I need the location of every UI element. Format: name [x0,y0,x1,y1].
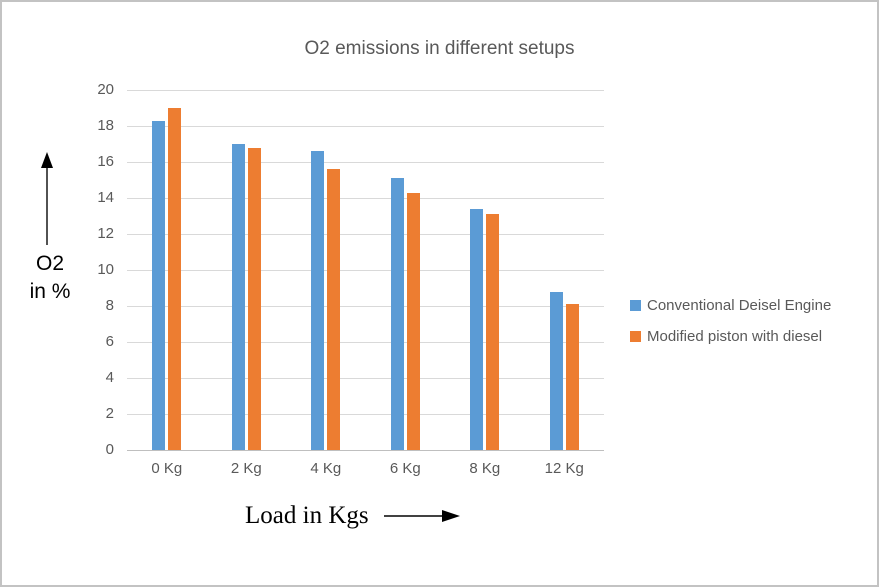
y-tick-label: 16 [97,153,114,170]
chart-title: O2 emissions in different setups [304,38,575,59]
y-tick-label: 20 [97,81,114,98]
y-axis-label-line2: in % [29,280,71,303]
legend-item: Conventional Deisel Engine [630,297,831,314]
y-tick-label: 0 [105,441,114,458]
y-tick-label: 6 [105,333,114,350]
gridline [127,414,604,415]
gridline [127,162,604,163]
y-tick-label: 12 [97,225,114,242]
x-tick-label: 12 Kg [544,460,584,477]
y-axis-label: O2 in % [20,250,80,306]
x-axis-line [127,450,604,451]
plot-area [127,90,604,451]
legend-swatch-modified [630,331,641,342]
y-tick-label: 2 [105,405,114,422]
bar [152,120,166,450]
y-axis-label-line1: O2 [35,252,64,275]
gridline [127,342,604,343]
legend: Conventional Deisel Engine Modified pist… [630,297,831,359]
x-axis-label-text: Load in Kgs [245,502,369,529]
legend-label-conventional: Conventional Deisel Engine [647,297,832,314]
gridline [127,234,604,235]
x-tick-label: 0 Kg [151,460,183,477]
right-arrow-icon [383,510,460,522]
gridline [127,270,604,271]
bar [549,291,563,450]
bar [565,304,579,450]
bar [390,178,404,450]
y-tick-label: 18 [97,117,114,134]
y-tick-label: 8 [105,297,114,314]
x-axis-label: Load in Kgs [245,502,461,530]
bar [470,208,484,450]
gridline [127,378,604,379]
up-arrow-icon [41,152,53,245]
x-tick-label: 2 Kg [230,460,262,477]
bar [247,147,261,450]
bar [406,192,420,450]
x-tick-label: 4 Kg [310,460,342,477]
y-tick-label: 4 [105,369,114,386]
gridline [127,126,604,127]
legend-label-modified: Modified piston with diesel [647,328,823,345]
bar [311,151,325,450]
bar [327,169,341,450]
gridline [127,198,604,199]
legend-swatch-conventional [630,300,641,311]
legend-item: Modified piston with diesel [630,328,831,345]
y-tick-label: 10 [97,261,114,278]
bar [168,108,182,450]
y-tick-label: 14 [97,189,114,206]
gridline [127,306,604,307]
gridline [127,90,604,91]
x-tick-label: 8 Kg [469,460,501,477]
x-tick-label: 6 Kg [389,460,421,477]
bar [486,214,500,450]
bar [231,144,245,450]
